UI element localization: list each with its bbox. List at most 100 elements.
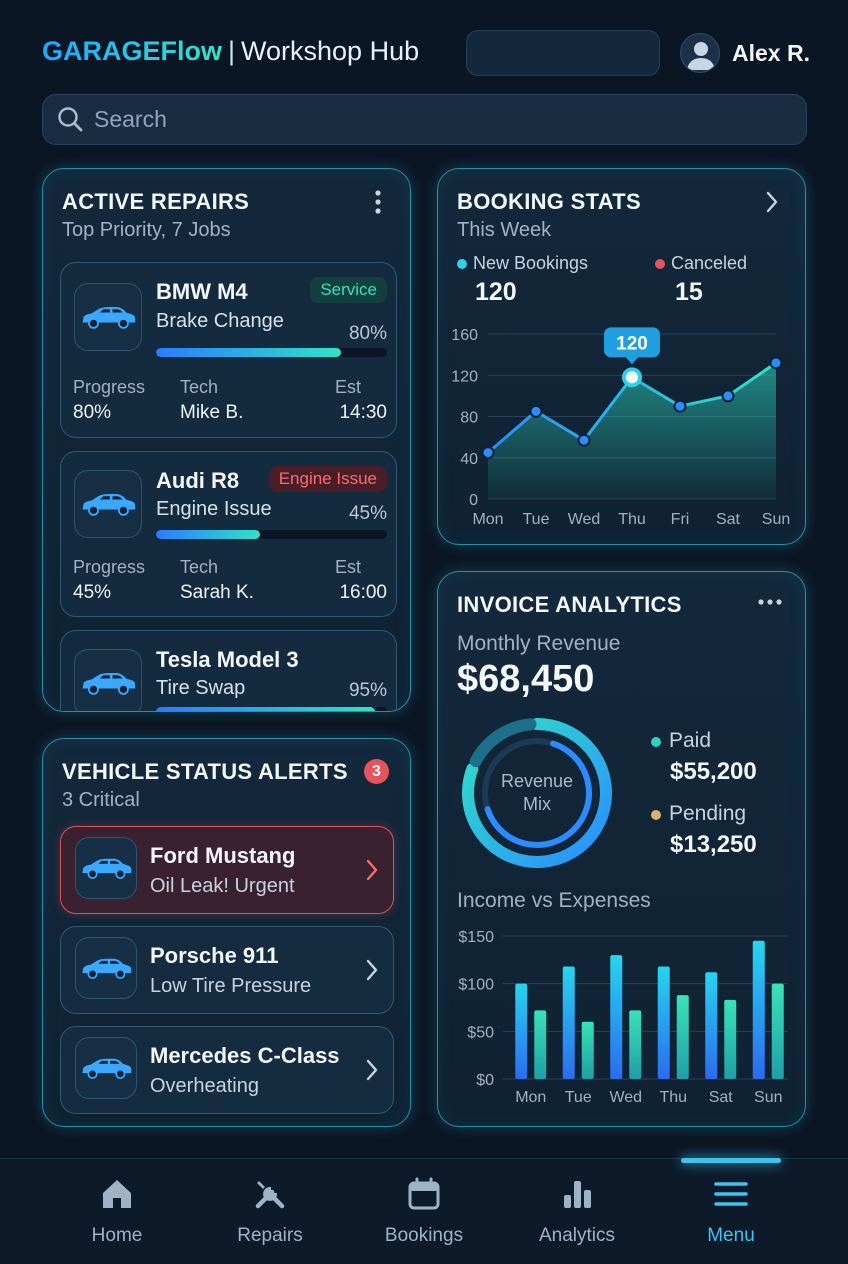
app-title: GARAGEFlow | Workshop Hub: [42, 36, 419, 67]
nav-label: Menu: [707, 1225, 755, 1246]
new-bookings-value: 120: [475, 278, 517, 306]
title-separator: |: [228, 36, 236, 66]
invoice-analytics-card: INVOICE ANALYTICS Monthly Revenue $68,45…: [437, 571, 806, 1127]
y-tick-label: 0: [469, 492, 478, 509]
car-icon-box: [74, 470, 142, 538]
area-fill: [488, 362, 776, 499]
x-tick-label: Fri: [671, 511, 690, 528]
expense-bar: [629, 1010, 642, 1079]
est-label: Est: [334, 557, 361, 577]
canceled-legend: Canceled: [655, 253, 747, 274]
booking-line-chart: 0 40 80 120 160 Mon Tue Wed Thu Fri Sat Sun 120: [451, 327, 790, 528]
repair-job-card[interactable]: Audi R8 Engine Issue Engine Issue 45% Pr…: [60, 451, 397, 617]
progress-value: 80%: [73, 402, 112, 423]
nav-menu[interactable]: Menu: [671, 1176, 791, 1247]
chevron-right-icon[interactable]: [365, 959, 379, 981]
vehicle-name: Porsche 911: [150, 943, 279, 968]
home-icon: [103, 1180, 131, 1208]
car-icon: [79, 956, 133, 980]
legend-dot: [651, 737, 661, 747]
y-tick-label: $100: [458, 977, 494, 994]
x-tick-label: Wed: [568, 511, 601, 528]
data-point: [769, 356, 783, 370]
car-icon: [79, 491, 137, 517]
donut-label-line1: Revenue: [500, 771, 574, 791]
active-repairs-card: ACTIVE REPAIRS Top Priority, 7 Jobs BMW …: [42, 168, 411, 712]
chevron-right-icon[interactable]: [365, 1059, 379, 1081]
more-vertical-icon[interactable]: [374, 189, 382, 215]
x-tick-label: Mon: [515, 1089, 546, 1106]
user-name[interactable]: Alex R.: [732, 40, 810, 66]
data-point: [721, 389, 735, 403]
header-action-box[interactable]: [466, 30, 660, 76]
nav-repairs[interactable]: Repairs: [210, 1176, 330, 1247]
chevron-right-icon[interactable]: [365, 859, 379, 881]
progress-fill: [156, 348, 341, 357]
paid-legend: Paid: [651, 729, 711, 753]
legend-dot: [457, 259, 467, 269]
tech-name: Sarah K.: [180, 582, 254, 603]
nav-home[interactable]: Home: [57, 1176, 177, 1247]
alert-item[interactable]: Mercedes C-Class Overheating: [60, 1026, 394, 1114]
repair-job-card[interactable]: BMW M4 Service Brake Change 80% Progress…: [60, 262, 397, 438]
income-expenses-title: Income vs Expenses: [457, 889, 651, 912]
expense-bar: [676, 995, 689, 1079]
x-tick-label: Tue: [565, 1089, 592, 1106]
revenue-value: $68,450: [457, 658, 595, 700]
progress-percent: 95%: [348, 680, 387, 701]
legend-dot: [651, 810, 661, 820]
menu-icon: [714, 1182, 748, 1206]
x-tick-label: Sun: [754, 1089, 782, 1106]
y-tick-label: 40: [460, 451, 478, 468]
data-point: [673, 399, 687, 413]
nav-bookings[interactable]: Bookings: [364, 1176, 484, 1247]
car-icon-box: [74, 649, 142, 711]
more-horizontal-icon[interactable]: [757, 598, 783, 606]
car-icon: [79, 670, 137, 696]
card-title: ACTIVE REPAIRS: [62, 189, 250, 214]
alert-item[interactable]: Ford Mustang Oil Leak! Urgent: [60, 826, 394, 914]
x-tick-label: Mon: [472, 511, 503, 528]
expense-bar: [724, 999, 737, 1079]
progress-bar: [156, 530, 387, 539]
progress-label: Progress: [73, 377, 146, 397]
data-point: [577, 433, 591, 447]
pending-label: Pending: [669, 802, 747, 825]
progress-bar: [156, 707, 387, 711]
vehicle-name: Tesla Model 3: [156, 647, 299, 672]
est-time: 16:00: [339, 582, 387, 603]
est-time: 14:30: [339, 402, 387, 423]
nav-analytics[interactable]: Analytics: [517, 1176, 637, 1247]
chevron-right-icon[interactable]: [765, 191, 779, 213]
est-label: Est: [334, 377, 361, 397]
avatar[interactable]: [680, 33, 720, 73]
nav-label: Repairs: [237, 1225, 303, 1246]
income-bar: [705, 972, 718, 1079]
card-title: BOOKING STATS: [457, 189, 641, 214]
x-tick-label: Sat: [716, 511, 741, 528]
progress-percent: 80%: [348, 323, 387, 344]
progress-value: 45%: [73, 582, 112, 603]
pending-value: $13,250: [670, 831, 757, 858]
progress-label: Progress: [73, 557, 146, 577]
repair-job-card[interactable]: Tesla Model 3 Tire Swap 95%: [60, 630, 397, 711]
income-bar: [562, 966, 575, 1079]
alert-item[interactable]: Porsche 911 Low Tire Pressure: [60, 926, 394, 1014]
progress-fill: [156, 530, 260, 539]
paid-label: Paid: [669, 729, 712, 752]
card-subtitle: 3 Critical: [62, 789, 140, 811]
x-tick-label: Thu: [618, 511, 646, 528]
wrench-icon: [255, 1181, 285, 1209]
card-title: VEHICLE STATUS ALERTS: [62, 759, 348, 784]
x-tick-label: Thu: [659, 1089, 687, 1106]
calendar-icon: [408, 1177, 440, 1210]
alert-description: Low Tire Pressure: [150, 975, 312, 997]
car-icon-box: [74, 283, 142, 351]
expense-bar: [581, 1021, 594, 1079]
tech-name: Mike B.: [180, 402, 244, 423]
card-title: INVOICE ANALYTICS: [457, 592, 682, 617]
booking-stats-card: BOOKING STATS This Week New Bookings 120…: [437, 168, 806, 545]
tech-label: Tech: [180, 377, 219, 397]
search-input[interactable]: [42, 94, 807, 145]
car-icon: [79, 1056, 133, 1080]
